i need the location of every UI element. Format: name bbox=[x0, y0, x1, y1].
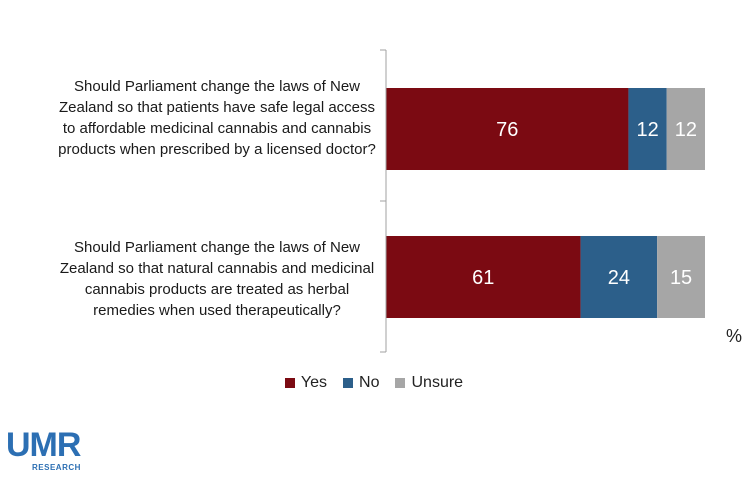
data-label-no-0: 12 bbox=[636, 119, 658, 141]
legend-item-yes: Yes bbox=[284, 374, 328, 392]
bar-unsure-0 bbox=[666, 88, 705, 170]
bar-yes-1 bbox=[386, 236, 581, 318]
legend-label-no: No bbox=[359, 374, 380, 391]
legend-item-no: No bbox=[343, 374, 379, 392]
data-label-yes-1: 61 bbox=[472, 267, 494, 289]
legend-swatch-yes bbox=[284, 378, 295, 388]
legend-label-yes: Yes bbox=[300, 374, 328, 391]
legend-swatch-unsure bbox=[395, 378, 406, 388]
legend-label-unsure: Unsure bbox=[411, 374, 464, 391]
legend-item-unsure: Unsure bbox=[395, 374, 463, 392]
bar-no-1 bbox=[580, 236, 658, 318]
bar-no-0 bbox=[628, 88, 667, 170]
data-label-yes-0: 76 bbox=[496, 119, 518, 141]
logo-main-text: UMR bbox=[6, 426, 81, 464]
category-label-0: Should Parliament change the laws of New… bbox=[58, 78, 376, 158]
data-label-unsure-1: 15 bbox=[670, 267, 692, 289]
logo-sub-text: RESEARCH bbox=[32, 463, 81, 472]
bar-yes-0 bbox=[386, 88, 629, 170]
category-label-1: Should Parliament change the laws of New… bbox=[59, 239, 375, 319]
legend: Yes No Unsure bbox=[0, 374, 748, 392]
data-label-no-1: 24 bbox=[608, 267, 630, 289]
legend-swatch-no bbox=[343, 378, 354, 388]
bar-unsure-1 bbox=[657, 236, 705, 318]
data-label-unsure-0: 12 bbox=[675, 119, 697, 141]
umr-research-logo: UMR RESEARCH bbox=[6, 428, 100, 474]
unit-label: % bbox=[726, 326, 743, 346]
